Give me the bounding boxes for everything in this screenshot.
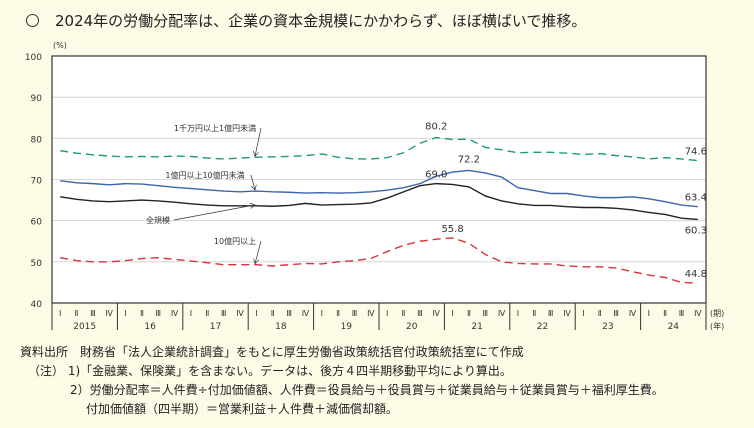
quarter-label: Ⅰ (190, 309, 192, 318)
quarter-label: Ⅰ (59, 309, 61, 318)
end-label: 63.4 (685, 193, 707, 204)
series-annotation: 1千万円以上1億円未満 (174, 123, 256, 133)
source-label: 資料出所 (20, 345, 69, 359)
y-axis-unit: (%) (53, 41, 67, 50)
series-line-0 (60, 136, 698, 162)
quarter-label: Ⅲ (613, 309, 619, 318)
year-label: 23 (602, 322, 613, 332)
quarter-label: Ⅰ (255, 309, 257, 318)
quarter-label: Ⅲ (679, 309, 685, 318)
quarter-label: Ⅱ (205, 309, 209, 318)
series-annotation: 10億円以上 (214, 236, 256, 246)
quarter-label: Ⅱ (140, 309, 144, 318)
series-line-3 (60, 237, 698, 284)
quarter-label: Ⅰ (648, 309, 650, 318)
annotation-arrow (255, 127, 262, 156)
y-tick-label: 50 (31, 259, 43, 269)
quarter-label: Ⅲ (352, 309, 358, 318)
quarter-label: Ⅲ (548, 309, 554, 318)
quarter-label: Ⅳ (367, 309, 375, 318)
y-tick-label: 100 (25, 53, 42, 63)
quarter-label: Ⅲ (221, 309, 227, 318)
quarter-label: Ⅲ (483, 309, 489, 318)
quarter-label: Ⅳ (629, 309, 637, 318)
chart-title: 2024年の労働分配率は、企業の資本金規模にかかわらず、ほぼ横ばいで推移。 (26, 10, 586, 31)
year-label: 20 (406, 322, 418, 332)
year-label: 16 (144, 322, 156, 332)
year-label: 21 (471, 322, 482, 332)
quarter-label: Ⅳ (694, 309, 702, 318)
series-annotation: 1億円以上10億円未満 (165, 170, 244, 180)
peak-label: 55.8 (441, 224, 463, 235)
y-tick-label: 70 (31, 177, 43, 187)
quarter-label: Ⅲ (417, 309, 423, 318)
quarter-label: Ⅱ (467, 309, 471, 318)
year-label: 24 (668, 322, 680, 332)
source-text: 財務省「法人企業統計調査」をもとに厚生労働省政策統括官付政策統括室にて作成 (80, 345, 524, 359)
annotation-arrow (250, 174, 255, 190)
quarter-label: Ⅱ (75, 309, 79, 318)
quarter-label: Ⅰ (451, 309, 453, 318)
quarter-label: Ⅲ (286, 309, 292, 318)
y-tick-label: 80 (31, 135, 43, 145)
end-label: 44.8 (685, 269, 707, 280)
quarter-label: Ⅱ (336, 309, 340, 318)
annotation-arrow (255, 240, 262, 264)
quarter-label: Ⅱ (532, 309, 536, 318)
y-tick-label: 40 (31, 300, 43, 310)
quarter-label: Ⅳ (498, 309, 506, 318)
peak-label: 80.2 (425, 122, 447, 133)
quarter-label: Ⅰ (386, 309, 388, 318)
year-label: 2015 (73, 322, 96, 332)
quarter-label: Ⅲ (156, 309, 162, 318)
quarter-label: Ⅰ (321, 309, 323, 318)
series-line-2 (60, 182, 698, 221)
note-label: （注） (28, 364, 65, 378)
quarter-label: Ⅳ (563, 309, 571, 318)
quarter-label: Ⅱ (663, 309, 667, 318)
year-label: 17 (210, 322, 221, 332)
quarter-label: Ⅳ (106, 309, 114, 318)
series-line-1 (60, 169, 698, 208)
end-label: 60.3 (685, 225, 707, 236)
note-2: 2）労働分配率＝人件費÷付加価値額、人件費＝役員給与＋役員賞与＋従業員給与＋従業… (70, 383, 664, 397)
note-3: 付加価値額（四半期）＝営業利益＋人件費＋減価償却額。 (86, 402, 399, 416)
end-label: 74.6 (685, 147, 707, 158)
year-axis-unit: (年) (710, 321, 724, 331)
peak-label: 72.2 (458, 154, 480, 165)
year-label: 19 (341, 322, 353, 332)
year-label: 18 (275, 322, 287, 332)
y-tick-label: 60 (31, 218, 43, 228)
peak-label: 69.0 (425, 170, 447, 181)
bullet-circle-icon (26, 14, 39, 27)
quarter-label: Ⅰ (124, 309, 126, 318)
quarter-label: Ⅰ (517, 309, 519, 318)
y-tick-label: 90 (31, 94, 43, 104)
notes: 資料出所 財務省「法人企業統計調査」をもとに厚生労働省政策統括官付政策統括室にて… (20, 343, 664, 419)
annotation-arrow (173, 205, 255, 221)
note-1: 1)「金融業、保険業」を含まない。データは、後方４四半期移動平均により算出。 (67, 364, 512, 378)
quarter-label: Ⅱ (402, 309, 406, 318)
series-annotation: 全規模 (146, 215, 170, 225)
quarter-label: Ⅳ (236, 309, 244, 318)
quarter-label: Ⅱ (271, 309, 275, 318)
quarter-label: Ⅳ (302, 309, 310, 318)
title-text: 2024年の労働分配率は、企業の資本金規模にかかわらず、ほぼ横ばいで推移。 (55, 12, 587, 30)
quarter-label: Ⅱ (598, 309, 602, 318)
quarter-label: Ⅳ (433, 309, 441, 318)
quarter-label: Ⅲ (90, 309, 96, 318)
year-label: 22 (537, 322, 548, 332)
quarter-label: Ⅳ (171, 309, 179, 318)
quarter-label: Ⅰ (582, 309, 584, 318)
quarter-axis-unit: (期) (710, 309, 724, 318)
